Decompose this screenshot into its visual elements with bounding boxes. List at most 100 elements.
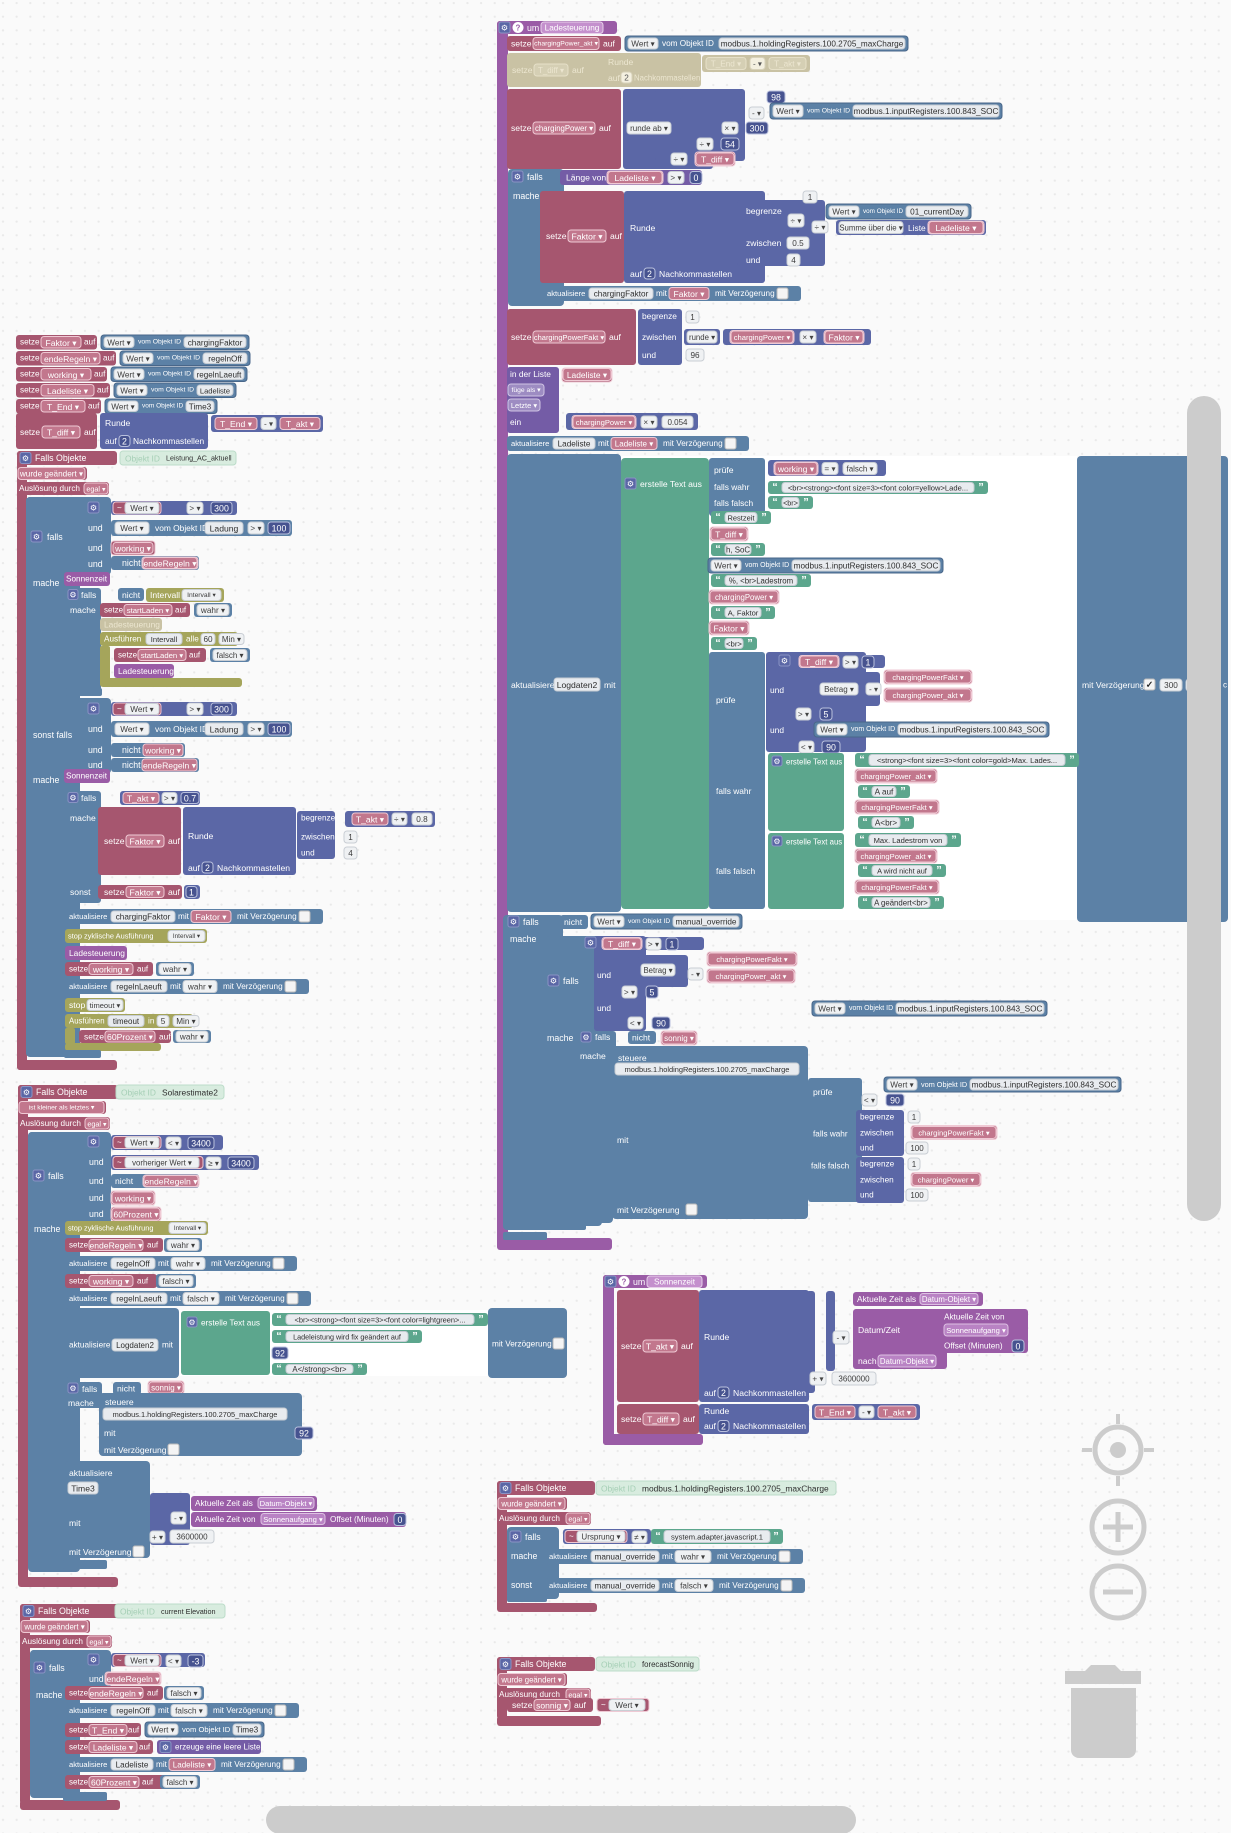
svg-text:54: 54 — [725, 140, 735, 150]
svg-text:setze: setze — [69, 1241, 89, 1250]
svg-text:vom Objekt ID: vom Objekt ID — [138, 339, 181, 346]
svg-text:Falls Objekte: Falls Objekte — [515, 1483, 566, 1493]
svg-text:manual_override: manual_override — [595, 1582, 656, 1591]
svg-text:und: und — [860, 1191, 874, 1200]
svg-text:und: und — [746, 255, 761, 265]
svg-text:Aktuelle Zeit von: Aktuelle Zeit von — [195, 1515, 256, 1524]
svg-text:Ladesteuerung: Ladesteuerung — [545, 24, 600, 33]
svg-text:T_diff ▾: T_diff ▾ — [805, 657, 834, 667]
svg-text:⚙: ⚙ — [188, 1318, 195, 1327]
svg-text:Max. Ladestrom von: Max. Ladestrom von — [874, 836, 943, 845]
svg-text:chargingPowerFakt ▾: chargingPowerFakt ▾ — [534, 333, 604, 342]
svg-text:prüfe: prüfe — [813, 1087, 833, 1097]
svg-text:auf: auf — [94, 370, 106, 379]
svg-text:und: und — [88, 523, 103, 533]
svg-text:Objekt ID: Objekt ID — [601, 1484, 636, 1494]
svg-text:mit: mit — [156, 1760, 168, 1769]
svg-text:und: und — [597, 1003, 611, 1013]
svg-text:setze: setze — [69, 965, 89, 974]
svg-text:wahr ▾: wahr ▾ — [680, 1553, 705, 1562]
svg-text:auf: auf — [137, 965, 149, 974]
svg-text:setze: setze — [104, 836, 125, 846]
svg-text:1: 1 — [670, 940, 675, 950]
svg-text:und: und — [597, 970, 611, 980]
svg-text:Wert ▾: Wert ▾ — [130, 705, 154, 714]
svg-text:<br><strong><font size=3><font: <br><strong><font size=3><font color=lig… — [295, 1316, 466, 1325]
svg-text:T_diff ▾: T_diff ▾ — [701, 155, 730, 165]
svg-text:working ▾: working ▾ — [47, 370, 85, 380]
svg-text:Faktor ▾: Faktor ▾ — [713, 624, 745, 634]
svg-text:1: 1 — [189, 888, 194, 898]
svg-text:auf: auf — [139, 1743, 151, 1752]
svg-text:“: “ — [715, 638, 721, 650]
svg-text:Nachkommastellen: Nachkommastellen — [217, 863, 290, 873]
svg-text:⚙: ⚙ — [33, 533, 40, 542]
svg-text:vom Objekt ID: vom Objekt ID — [921, 1080, 967, 1089]
svg-text:”: ” — [951, 834, 957, 846]
svg-text:falsch ▾: falsch ▾ — [846, 465, 873, 474]
svg-text:Faktor ▾: Faktor ▾ — [195, 912, 227, 922]
svg-text:Ladesteuerung: Ladesteuerung — [104, 620, 160, 630]
svg-text:endeRegeln ▾: endeRegeln ▾ — [106, 1674, 160, 1684]
svg-text:- ▾: - ▾ — [264, 420, 273, 429]
svg-text:0: 0 — [1016, 1342, 1021, 1352]
svg-text:Faktor ▾: Faktor ▾ — [129, 837, 161, 847]
svg-text:Datum/Zeit: Datum/Zeit — [858, 1325, 901, 1335]
svg-text:⚙: ⚙ — [162, 1743, 169, 1752]
svg-text:modbus.1.holdingRegisters.100.: modbus.1.holdingRegisters.100.2705_maxCh… — [642, 1484, 829, 1494]
svg-text:Wert ▾: Wert ▾ — [130, 1657, 154, 1666]
svg-text:mit: mit — [178, 912, 190, 921]
svg-text:Nachkommastellen: Nachkommastellen — [733, 1421, 806, 1431]
svg-text:vom Objekt ID: vom Objekt ID — [745, 562, 789, 569]
svg-text:“: “ — [859, 754, 865, 766]
svg-text:⚙: ⚙ — [502, 1660, 509, 1669]
svg-text:~: ~ — [569, 1532, 574, 1541]
svg-text:Ladeliste ▾: Ladeliste ▾ — [615, 440, 654, 449]
svg-text:setze: setze — [69, 1689, 89, 1698]
svg-text:vom Objekt ID: vom Objekt ID — [182, 1725, 231, 1734]
svg-text:wahr ▾: wahr ▾ — [179, 1033, 204, 1042]
svg-text:falsch ▾: falsch ▾ — [170, 1689, 197, 1698]
svg-text:⚙: ⚙ — [773, 837, 780, 846]
svg-text:und: und — [89, 1176, 104, 1186]
svg-text:falls: falls — [49, 1663, 65, 1673]
svg-text:auf: auf — [704, 1421, 717, 1431]
svg-text:auf: auf — [168, 887, 181, 897]
svg-text:⚙: ⚙ — [90, 705, 97, 714]
svg-text:und: und — [770, 725, 784, 735]
svg-text:T_diff ▾: T_diff ▾ — [608, 939, 637, 949]
svg-text:< ▾: < ▾ — [630, 1019, 641, 1028]
svg-text:“: “ — [862, 817, 868, 829]
svg-text:⚙: ⚙ — [23, 1088, 30, 1097]
svg-text:Falls Objekte: Falls Objekte — [515, 1659, 566, 1669]
svg-text:auf: auf — [105, 436, 117, 446]
svg-text:“: “ — [715, 575, 721, 587]
svg-text:Runde: Runde — [608, 57, 634, 67]
svg-text:“: “ — [772, 482, 778, 494]
svg-text:und: und — [642, 350, 656, 360]
svg-text:mache: mache — [68, 1398, 94, 1408]
svg-text:- ▾: - ▾ — [869, 685, 878, 694]
svg-text:begrenze: begrenze — [860, 1160, 895, 1169]
svg-text:falls: falls — [81, 793, 96, 803]
svg-text:setze: setze — [20, 354, 40, 363]
svg-text:Wert ▾: Wert ▾ — [714, 562, 738, 571]
svg-text:chargingPower ▾: chargingPower ▾ — [715, 593, 773, 602]
svg-text:falls: falls — [81, 590, 96, 600]
svg-text:chargingPowerFakt ▾: chargingPowerFakt ▾ — [861, 803, 933, 812]
svg-text:setze: setze — [84, 1032, 104, 1042]
svg-text:Datum-Objekt ▾: Datum-Objekt ▾ — [260, 1499, 313, 1508]
svg-text:setze: setze — [104, 606, 124, 615]
svg-text:Auslösung durch: Auslösung durch — [499, 1690, 560, 1699]
svg-text:aktualisiere: aktualisiere — [549, 1581, 587, 1590]
svg-text:falls: falls — [82, 1384, 97, 1394]
svg-text:”: ” — [761, 512, 767, 524]
svg-text:mache: mache — [511, 1551, 538, 1561]
svg-text:system.adapter.javascript.1: system.adapter.javascript.1 — [671, 1533, 763, 1542]
svg-text:zwischen: zwischen — [746, 238, 782, 248]
svg-text:“: “ — [862, 786, 868, 798]
svg-text:endeRegeln ▾: endeRegeln ▾ — [89, 1689, 143, 1699]
svg-text:5: 5 — [824, 710, 829, 720]
svg-text:”: ” — [357, 1363, 363, 1375]
svg-text:aktualisiere: aktualisiere — [511, 680, 555, 690]
